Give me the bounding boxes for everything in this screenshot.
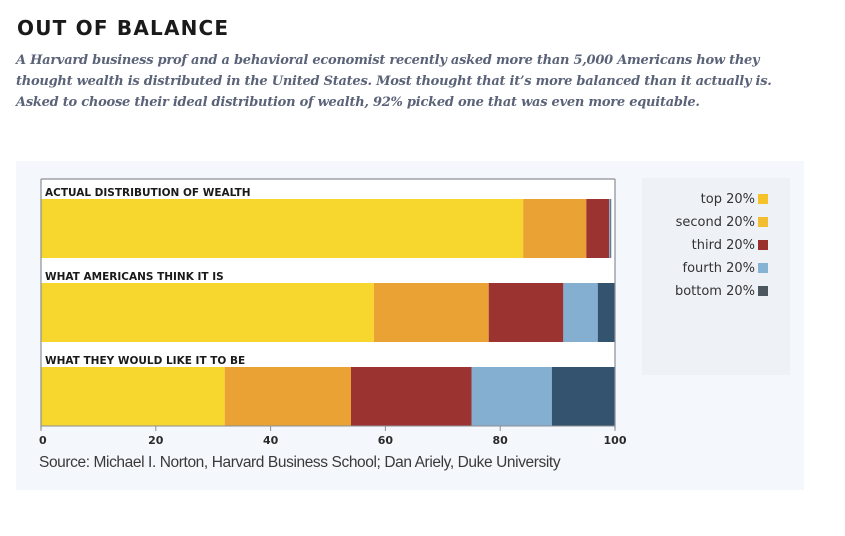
- x-tick-label: 80: [493, 434, 509, 447]
- x-tick-label: 20: [148, 434, 164, 447]
- legend-item: bottom 20%: [675, 281, 768, 301]
- legend-swatch: [758, 263, 768, 273]
- legend-label: bottom 20%: [674, 283, 755, 299]
- legend-swatch: [758, 194, 768, 204]
- legend-label: fourth 20%: [682, 260, 755, 276]
- chart-description: A Harvard business prof and a behavioral…: [16, 53, 772, 110]
- legend-item: second 20%: [676, 212, 768, 232]
- x-tick-label: 100: [604, 434, 627, 447]
- legend-item: top 20%: [701, 189, 768, 209]
- bar-segment-bottom-20-: [597, 283, 615, 342]
- bar-segment-fourth-20-: [609, 199, 611, 258]
- legend-swatch: [758, 217, 768, 227]
- legend-swatch: [758, 286, 768, 296]
- bar-segment-fourth-20-: [563, 283, 598, 342]
- legend-label: third 20%: [691, 237, 755, 253]
- legend-label: second 20%: [675, 214, 755, 230]
- bar-segment-second-20-: [224, 367, 351, 426]
- legend: top 20% second 20% third 20% fourth 20% bott…: [642, 178, 790, 375]
- bar-segment-second-20-: [523, 199, 587, 258]
- chart-title: OUT OF BALANCE: [17, 16, 230, 40]
- bar-segment-third-20-: [350, 367, 472, 426]
- bar-segment-top-20-: [41, 199, 524, 258]
- legend-item: fourth 20%: [683, 258, 768, 278]
- bar-segment-bottom-20-: [610, 199, 612, 258]
- legend-label: top 20%: [700, 191, 755, 207]
- category-label: WHAT AMERICANS THINK IT IS: [45, 271, 224, 283]
- bar-segment-third-20-: [488, 283, 564, 342]
- bar-segment-fourth-20-: [471, 367, 552, 426]
- x-tick-label: 60: [378, 434, 394, 447]
- legend-item: third 20%: [692, 235, 768, 255]
- bar-segment-second-20-: [373, 283, 489, 342]
- category-label: WHAT THEY WOULD LIKE IT TO BE: [45, 355, 245, 367]
- bar-segment-bottom-20-: [551, 367, 615, 426]
- x-tick-label: 0: [39, 434, 47, 447]
- category-label: ACTUAL DISTRIBUTION OF WEALTH: [45, 187, 251, 199]
- legend-swatch: [758, 240, 768, 250]
- source-note: Source: Michael I. Norton, Harvard Busin…: [39, 454, 561, 471]
- bar-segment-top-20-: [41, 367, 225, 426]
- bar-segment-third-20-: [586, 199, 610, 258]
- x-tick-label: 40: [263, 434, 279, 447]
- bar-segment-top-20-: [41, 283, 374, 342]
